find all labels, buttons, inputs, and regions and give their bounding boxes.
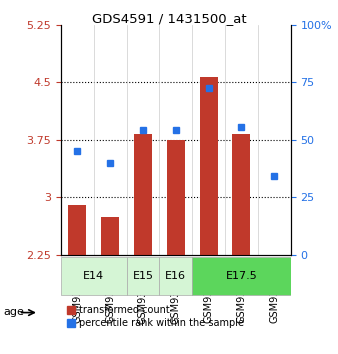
Bar — [199, 77, 218, 255]
FancyBboxPatch shape — [192, 257, 291, 295]
Legend: transformed count, percentile rank within the sample: transformed count, percentile rank withi… — [64, 302, 248, 332]
Text: age: age — [3, 307, 24, 317]
Bar — [167, 140, 185, 255]
Text: GDS4591 / 1431500_at: GDS4591 / 1431500_at — [92, 12, 246, 25]
Bar — [68, 205, 86, 255]
FancyBboxPatch shape — [61, 257, 126, 295]
Bar — [233, 134, 250, 255]
Bar — [101, 217, 119, 255]
Text: E15: E15 — [132, 271, 153, 281]
Text: E17.5: E17.5 — [225, 271, 257, 281]
FancyBboxPatch shape — [159, 257, 192, 295]
FancyBboxPatch shape — [126, 257, 159, 295]
Text: E16: E16 — [165, 271, 186, 281]
Bar — [134, 135, 152, 255]
Text: E14: E14 — [83, 271, 104, 281]
